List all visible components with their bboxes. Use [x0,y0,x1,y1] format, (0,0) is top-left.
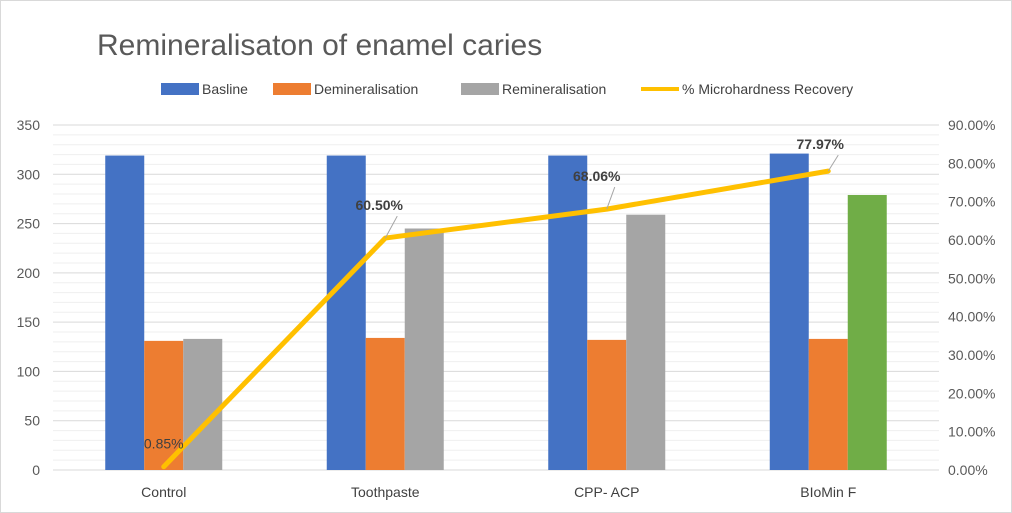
line-series [161,168,831,470]
category-label: BIoMin F [800,484,856,500]
right-axis: 0.00% 10.00% 20.00% 30.00% 40.00% 50.00% 60.00… [948,117,995,478]
bar-series [105,153,887,471]
right-tick-label: 20.00% [948,385,995,401]
bar [144,340,184,470]
data-label: 0.85% [144,436,184,452]
right-tick-label: 40.00% [948,309,995,325]
bar [404,228,444,470]
category-label: Control [141,484,186,500]
left-tick-label: 100 [17,363,41,379]
right-tick-label: 0.00% [948,462,988,478]
right-tick-label: 30.00% [948,347,995,363]
left-tick-label: 300 [17,166,41,182]
category-label: Toothpaste [351,484,420,500]
left-axis: 0 50 100 150 200 250 300 350 [17,117,41,478]
legend-label: Remineralisation [502,81,606,97]
data-label: 77.97% [797,136,845,152]
legend-swatch [161,83,199,95]
right-tick-label: 80.00% [948,155,995,171]
category-label: CPP- ACP [574,484,639,500]
legend-swatch [273,83,311,95]
bar [548,155,588,471]
leader-line [384,215,398,239]
bar [587,339,627,470]
legend-label: % Microhardness Recovery [682,81,853,97]
legend: Basline Demineralisation Remineralisation%… [161,81,853,97]
leader-line [827,154,839,172]
leader-line [606,186,616,210]
category-axis: Control Toothpaste CPP- ACP BIoMin F [141,484,856,500]
bar [808,338,848,470]
left-tick-label: 250 [17,216,41,232]
line-path [161,168,831,470]
bar [105,155,145,471]
right-tick-label: 60.00% [948,232,995,248]
legend-label: Demineralisation [314,81,418,97]
right-tick-label: 50.00% [948,270,995,286]
bar [365,337,405,470]
legend-label: Basline [202,81,248,97]
legend-swatch [461,83,499,95]
chart-title: Remineralisaton of enamel caries [97,29,542,62]
left-tick-label: 350 [17,117,41,133]
left-tick-label: 200 [17,265,41,281]
bar [183,338,223,470]
bar [769,153,809,471]
left-tick-label: 50 [24,413,40,429]
right-tick-label: 70.00% [948,194,995,210]
right-tick-label: 10.00% [948,424,995,440]
data-labels: 0.85% 60.50% 68.06% 77.97% [144,136,845,452]
left-tick-label: 0 [32,462,40,478]
left-tick-label: 150 [17,314,41,330]
bar [326,155,366,471]
bar [626,214,666,470]
right-tick-label: 90.00% [948,117,995,133]
bar [847,194,887,470]
data-label: 68.06% [573,168,621,184]
data-label: 60.50% [356,197,404,213]
